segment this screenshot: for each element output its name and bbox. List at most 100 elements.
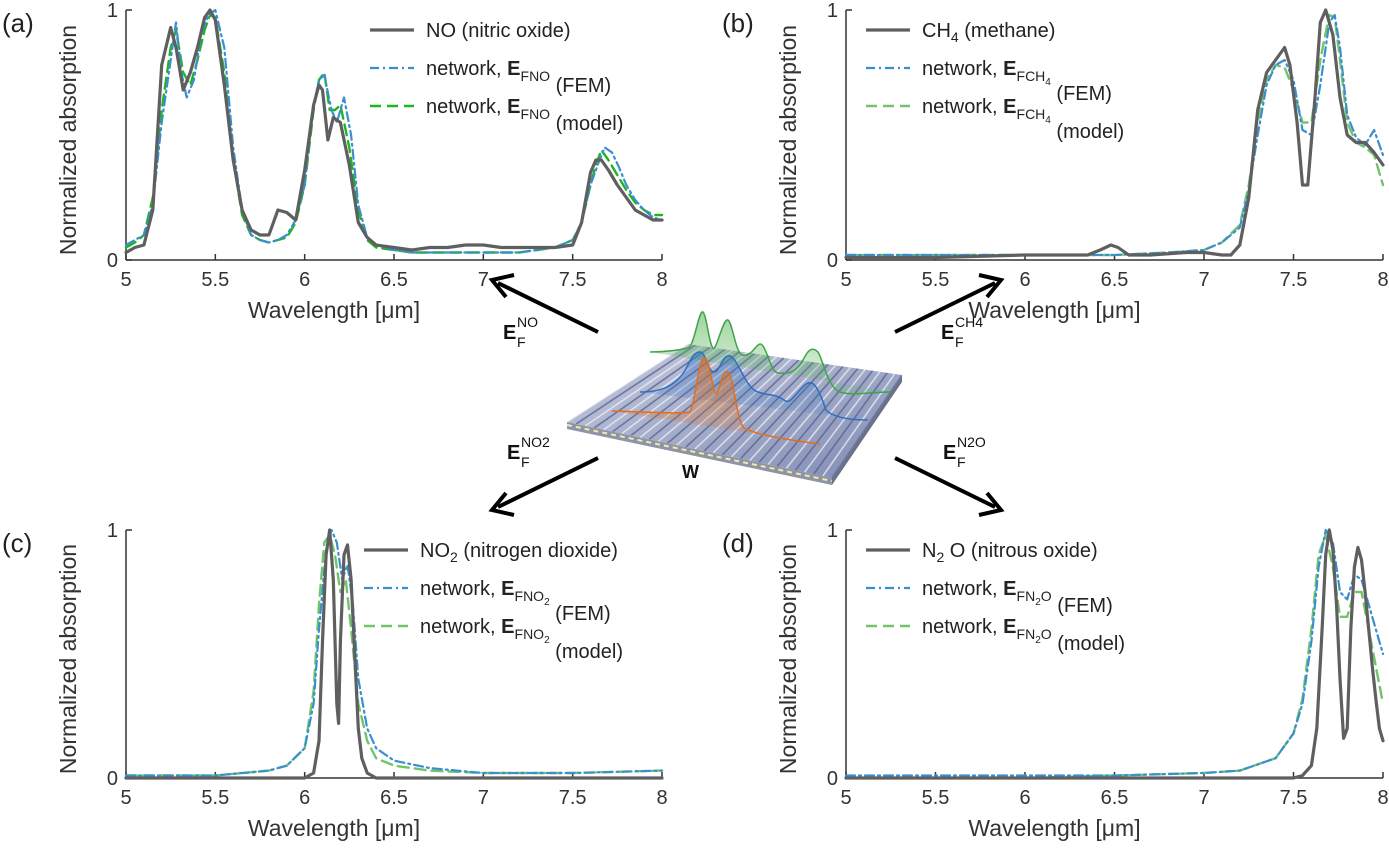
legend-label-fem: network, EFN2O (FEM) — [922, 578, 1113, 617]
x-axis-label: Wavelength [μm] — [968, 297, 1140, 323]
y-axis-label: Normalized absorption — [55, 544, 81, 774]
blue-curve — [639, 351, 869, 421]
legend-label-measured: NO2 (nitrogen dioxide) — [420, 540, 618, 565]
x-tick-label: 8 — [656, 269, 667, 291]
x-tick-label: 7.5 — [1280, 787, 1308, 809]
x-tick-label: 6.5 — [380, 787, 408, 809]
grating-line — [721, 361, 815, 456]
svg-text:F: F — [517, 334, 526, 350]
device-label: W — [682, 462, 699, 482]
svg-text:CH4: CH4 — [955, 314, 983, 330]
grating-line — [730, 362, 822, 458]
x-tick-label: 7.5 — [559, 269, 587, 291]
legend: NO2 (nitrogen dioxide) network, EFNO2 (FE… — [364, 540, 623, 663]
grating-line — [712, 360, 807, 454]
grating-line — [758, 365, 844, 464]
x-tick-label: 6.5 — [1101, 787, 1129, 809]
legend: N2 O (nitrous oxide) network, EFN2O (FEM)… — [866, 540, 1125, 655]
panel-label: (d) — [722, 528, 754, 558]
series-measured-line — [124, 528, 664, 780]
x-tick-label: 7 — [478, 787, 489, 809]
y-tick-label: 0 — [827, 250, 838, 272]
x-axis-label: Wavelength [μm] — [248, 815, 420, 841]
chart-b: 5 5.5 6 6.5 7 7.5 8 0 1 Wavelength [μm] Normalized… — [722, 0, 1389, 323]
svg-text:N2O: N2O — [957, 434, 986, 450]
x-tick-label: 5.5 — [922, 787, 950, 809]
svg-text:F: F — [955, 334, 964, 350]
y-tick-label: 0 — [827, 768, 838, 790]
legend: CH4 (methane) network, EFCH4 (FEM)network… — [866, 20, 1124, 143]
spectral-curves-illustration — [611, 311, 893, 445]
y-tick-label: 0 — [107, 250, 118, 272]
grating-line — [749, 364, 837, 462]
x-axis-label: Wavelength [μm] — [248, 297, 420, 323]
legend-label-fem: network, EFNO (FEM) — [426, 58, 611, 97]
legend: NO (nitric oxide) network, EFNO (FEM)netw… — [370, 20, 623, 135]
grating-line — [740, 363, 829, 460]
x-tick-label: 6.5 — [1101, 269, 1129, 291]
x-tick-label: 8 — [656, 787, 667, 809]
arrow-to-b-head — [978, 273, 1005, 299]
x-tick-label: 5.5 — [201, 269, 229, 291]
x-tick-label: 7 — [1198, 269, 1209, 291]
y-tick-label: 1 — [827, 520, 838, 542]
chart-c: 5 5.5 6 6.5 7 7.5 8 0 1 Wavelength [μm] Normalized… — [2, 520, 668, 841]
legend-label-measured: CH4 (methane) — [922, 20, 1055, 45]
metasurface-device: W — [566, 311, 902, 485]
legend-label-model: network, EFNO2 (model) — [420, 616, 623, 663]
arrows — [488, 273, 1005, 517]
x-tick-label: 7 — [1198, 787, 1209, 809]
panel-label: (c) — [2, 528, 32, 558]
arrow-to-b — [894, 281, 996, 334]
ef-label-no2: E F NO2 — [507, 434, 550, 470]
svg-text:E: E — [943, 442, 956, 464]
ef-label-no: E F NO — [503, 314, 538, 350]
y-tick-label: 1 — [107, 520, 118, 542]
y-axis-label: Normalized absorption — [775, 25, 801, 255]
panel-label: (a) — [2, 8, 34, 38]
y-axis-label: Normalized absorption — [55, 25, 81, 255]
chart-a: 5 5.5 6 6.5 7 7.5 8 0 1 Wavelength [μm] Normalized… — [2, 0, 668, 323]
legend-label-fem: network, EFCH4 (FEM) — [922, 58, 1112, 105]
x-tick-label: 7.5 — [559, 787, 587, 809]
x-tick-label: 6 — [299, 787, 310, 809]
legend-label-model: network, EFCH4 (model) — [922, 96, 1124, 143]
chart-d: 5 5.5 6 6.5 7 7.5 8 0 1 Wavelength [μm] Normalized… — [722, 520, 1389, 841]
panel-label: (b) — [722, 8, 754, 38]
series-model-line — [844, 533, 1385, 780]
series-fem-line — [844, 528, 1385, 777]
arrow-to-c — [497, 456, 599, 509]
svg-text:E: E — [941, 322, 954, 344]
grating-line — [584, 345, 704, 427]
series-fem-line — [124, 8, 664, 254]
device-edge-dashes — [566, 424, 833, 482]
svg-text:E: E — [503, 322, 516, 344]
svg-text:F: F — [957, 454, 966, 470]
device-side-right — [832, 375, 902, 485]
legend-label-measured: N2 O (nitrous oxide) — [922, 540, 1098, 565]
x-tick-label: 5 — [120, 269, 131, 291]
y-tick-label: 1 — [107, 0, 118, 22]
arrow-to-d-head — [978, 491, 1005, 517]
x-tick-label: 6.5 — [380, 269, 408, 291]
x-tick-label: 6 — [1019, 269, 1030, 291]
x-tick-label: 5 — [120, 787, 131, 809]
y-tick-label: 0 — [107, 768, 118, 790]
x-tick-label: 5.5 — [201, 787, 229, 809]
x-tick-label: 8 — [1377, 269, 1388, 291]
x-tick-label: 6 — [1019, 787, 1030, 809]
x-tick-label: 5 — [840, 787, 851, 809]
x-tick-label: 7.5 — [1280, 269, 1308, 291]
legend-label-fem: network, EFNO2 (FEM) — [420, 578, 611, 625]
series-measured-line — [844, 528, 1385, 780]
svg-text:NO: NO — [517, 314, 538, 330]
x-tick-label: 5.5 — [922, 269, 950, 291]
x-axis-label: Wavelength [μm] — [968, 815, 1140, 841]
svg-text:E: E — [507, 442, 520, 464]
ef-label-n2o: E F N2O — [943, 434, 986, 470]
y-tick-label: 1 — [827, 0, 838, 22]
y-axis-label: Normalized absorption — [775, 544, 801, 774]
legend-label-measured: NO (nitric oxide) — [426, 20, 570, 42]
orange-curve — [611, 357, 821, 445]
